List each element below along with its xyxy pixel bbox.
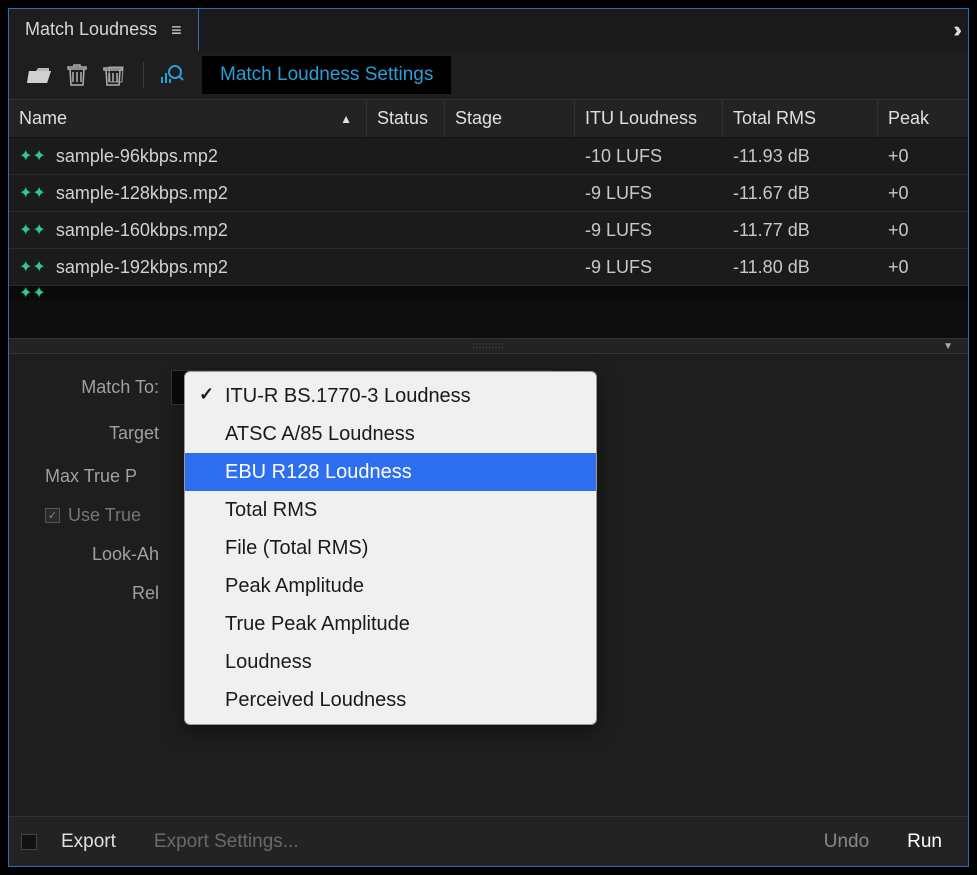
expand-down-icon[interactable]: ▼ (943, 340, 954, 354)
match-loudness-panel: Match Loudness ≡ ›› Match Loudness Setti… (8, 8, 969, 867)
match-to-label: Match To: (45, 377, 171, 398)
settings-area: Match To: ITU-R BS.1770-3 Loudness ▼ Tar… (9, 354, 968, 638)
table-row[interactable]: ✦✦sample-128kbps.mp2 -9 LUFS -11.67 dB +… (9, 175, 968, 212)
run-button[interactable]: Run (893, 823, 956, 861)
column-header-itu-loudness[interactable]: ITU Loudness (575, 100, 723, 137)
overflow-chevron-icon[interactable]: ›› (953, 17, 956, 43)
bottom-bar: Export Export Settings... Undo Run (9, 816, 968, 866)
audio-file-icon: ✦✦ (19, 286, 46, 300)
toolbar-separator (143, 62, 144, 88)
table-row-partial[interactable]: ✦✦ (9, 286, 968, 300)
column-header-name[interactable]: Name ▲ (9, 100, 367, 137)
analyze-icon[interactable] (158, 61, 186, 89)
dropdown-option[interactable]: ATSC A/85 Loudness (185, 415, 596, 453)
release-label: Rel (45, 583, 171, 604)
column-header-stage[interactable]: Stage (445, 100, 575, 137)
tab-bar: Match Loudness ≡ ›› (9, 9, 968, 51)
trash-icon[interactable] (63, 61, 91, 89)
table-body: ✦✦sample-96kbps.mp2 -10 LUFS -11.93 dB +… (9, 138, 968, 300)
look-ahead-label: Look-Ah (45, 544, 171, 565)
table-row[interactable]: ✦✦sample-160kbps.mp2 -9 LUFS -11.77 dB +… (9, 212, 968, 249)
dropdown-option[interactable]: EBU R128 Loudness (185, 453, 596, 491)
dropdown-option[interactable]: True Peak Amplitude (185, 605, 596, 643)
export-checkbox[interactable] (21, 834, 37, 850)
panel-menu-icon[interactable]: ≡ (171, 21, 182, 39)
tab-title: Match Loudness (25, 19, 157, 40)
export-settings-button[interactable]: Export Settings... (140, 823, 313, 861)
checkbox-icon[interactable]: ✓ (45, 508, 60, 523)
toolbar: Match Loudness Settings (9, 51, 968, 99)
audio-file-icon: ✦✦ (19, 257, 46, 277)
column-header-total-rms[interactable]: Total RMS (723, 100, 878, 137)
column-header-status[interactable]: Status (367, 100, 445, 137)
trash-all-icon[interactable] (101, 61, 129, 89)
dropdown-option[interactable]: Loudness (185, 643, 596, 681)
match-to-dropdown-menu[interactable]: ITU-R BS.1770-3 LoudnessATSC A/85 Loudne… (184, 371, 597, 725)
resize-handle[interactable]: :::::::::: ▼ (9, 338, 968, 354)
table-row[interactable]: ✦✦sample-192kbps.mp2 -9 LUFS -11.80 dB +… (9, 249, 968, 286)
table-header: Name ▲ Status Stage ITU Loudness Total R… (9, 99, 968, 138)
export-button[interactable]: Export (47, 823, 130, 861)
dropdown-option[interactable]: File (Total RMS) (185, 529, 596, 567)
match-loudness-settings-button[interactable]: Match Loudness Settings (202, 56, 451, 94)
audio-file-icon: ✦✦ (19, 146, 46, 166)
table-row[interactable]: ✦✦sample-96kbps.mp2 -10 LUFS -11.93 dB +… (9, 138, 968, 175)
target-label: Target (45, 423, 171, 444)
dropdown-option[interactable]: Total RMS (185, 491, 596, 529)
tab-match-loudness[interactable]: Match Loudness ≡ (9, 9, 199, 51)
max-true-peak-label: Max True P (45, 466, 149, 487)
undo-button[interactable]: Undo (810, 823, 883, 861)
use-true-peak-label: Use True (68, 505, 141, 526)
dropdown-option[interactable]: Perceived Loudness (185, 681, 596, 719)
spacer-strip (9, 300, 968, 338)
open-folder-icon[interactable] (25, 61, 53, 89)
column-header-peak[interactable]: Peak (878, 100, 939, 137)
audio-file-icon: ✦✦ (19, 183, 46, 203)
dropdown-option[interactable]: Peak Amplitude (185, 567, 596, 605)
dropdown-option[interactable]: ITU-R BS.1770-3 Loudness (185, 377, 596, 415)
sort-ascending-icon: ▲ (340, 112, 352, 126)
audio-file-icon: ✦✦ (19, 220, 46, 240)
